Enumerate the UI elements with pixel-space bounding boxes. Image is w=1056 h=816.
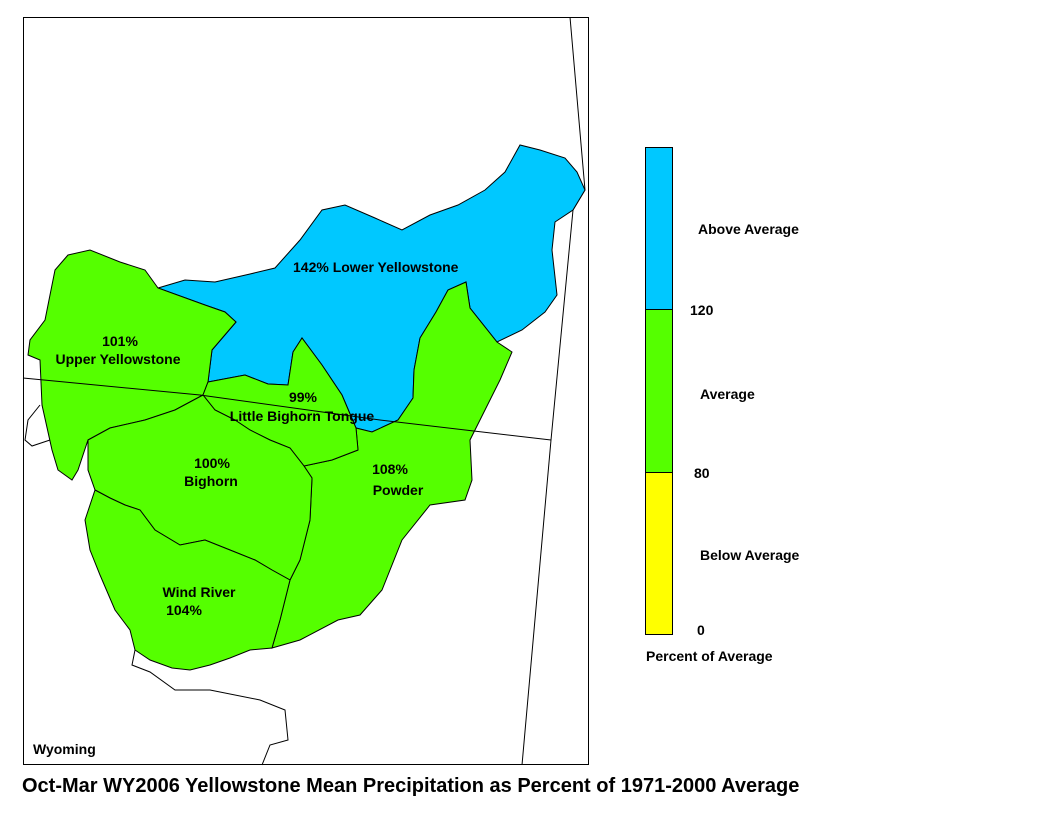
label-little-bighorn-tongue-percent: 99% (289, 389, 318, 405)
legend-color-bar (645, 147, 673, 635)
legend-label-above: Above Average (698, 221, 799, 237)
legend-swatch-average (646, 310, 672, 473)
state-label: Wyoming (33, 741, 96, 757)
label-upper-yellowstone-name: Upper Yellowstone (56, 351, 181, 367)
label-powder-percent: 108% (372, 461, 408, 477)
label-upper-yellowstone-percent: 101% (102, 333, 138, 349)
basin-wind-river (84, 489, 291, 671)
label-lower-yellowstone: 142% Lower Yellowstone (293, 259, 459, 275)
outside-boundary (24, 404, 51, 447)
label-wind-river-percent: 104% (166, 602, 202, 618)
outside-boundary-south (131, 649, 289, 766)
legend-break-120: 120 (690, 302, 714, 318)
legend-title: Percent of Average (646, 648, 773, 664)
label-little-bighorn-tongue-name: Little Bighorn Tongue (230, 408, 375, 424)
legend-swatch-above (646, 148, 672, 311)
legend-break-0: 0 (697, 622, 705, 638)
label-bighorn-percent: 100% (194, 455, 230, 471)
legend-swatch-below (646, 472, 672, 634)
map-title: Oct-Mar WY2006 Yellowstone Mean Precipit… (22, 775, 800, 797)
map-frame (23, 17, 589, 765)
legend-break-80: 80 (694, 465, 710, 481)
label-powder-name: Powder (373, 482, 424, 498)
label-wind-river-name: Wind River (163, 584, 237, 600)
state-line (22, 377, 552, 441)
legend-label-average: Average (700, 386, 755, 402)
label-bighorn-name: Bighorn (184, 473, 238, 489)
legend-label-below: Below Average (700, 547, 800, 563)
